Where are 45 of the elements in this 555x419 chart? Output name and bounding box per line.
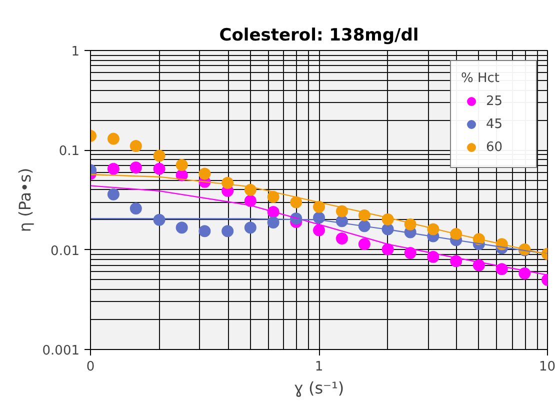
point (404, 246, 416, 259)
y-tick-label: 0.001 (42, 344, 80, 358)
point (267, 216, 280, 228)
point (153, 150, 166, 162)
point (450, 255, 462, 268)
legend-label: 45 (486, 116, 504, 132)
point (244, 184, 256, 196)
legend-label: 25 (486, 94, 504, 108)
point (176, 159, 188, 171)
point (358, 238, 370, 250)
x-tick-label: 1 (314, 360, 324, 374)
point (427, 250, 440, 263)
point (107, 188, 120, 200)
point (107, 162, 120, 175)
point (222, 225, 234, 238)
point (198, 168, 211, 180)
point (336, 205, 348, 218)
point (290, 196, 302, 208)
point (358, 209, 370, 222)
point (336, 232, 348, 244)
point (198, 225, 211, 238)
x-tick-label: 10 (538, 360, 555, 374)
y-tick-label: 0.1 (58, 144, 80, 160)
point (267, 190, 280, 203)
point (313, 224, 325, 236)
y-tick-label: 1 (71, 44, 80, 60)
point (130, 202, 142, 214)
x-axis-title: ɣ (s⁻¹) (294, 378, 344, 398)
legend-label: 60 (486, 140, 504, 154)
point (107, 132, 120, 145)
point (244, 222, 256, 234)
point (176, 222, 188, 234)
chart-title: Colesterol: 138mg/dl (219, 26, 419, 46)
point (472, 259, 485, 272)
point (244, 194, 256, 207)
legend-title: % Hct (461, 71, 501, 86)
point (153, 162, 166, 175)
point (313, 200, 325, 213)
point (130, 140, 142, 152)
y-axis-title: η (Pa•s) (15, 168, 34, 232)
x-tick-label: 0 (86, 360, 95, 374)
point (518, 267, 531, 280)
point (130, 162, 142, 174)
point (382, 243, 394, 256)
y-tick-label: 0.01 (50, 244, 80, 259)
